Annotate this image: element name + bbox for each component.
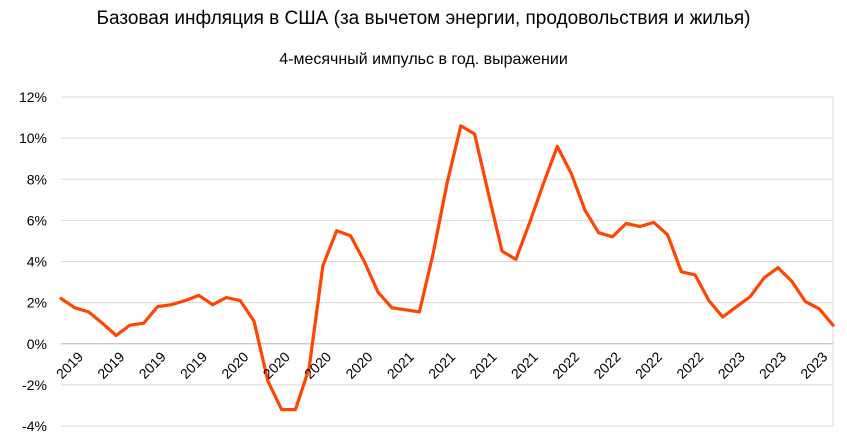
x-tick-label: 2020 — [301, 348, 334, 381]
y-tick-label: 6% — [27, 212, 47, 228]
x-tick-label: 2019 — [177, 348, 210, 381]
y-tick-label: 0% — [27, 336, 47, 352]
x-tick-label: 2019 — [94, 348, 127, 381]
x-tick-label: 2023 — [756, 348, 789, 381]
y-tick-label: 4% — [27, 254, 47, 270]
y-axis-ticks: -4% -2% 0% 2% 4% 6% 8% 10% 12% — [19, 89, 47, 434]
x-tick-label: 2021 — [425, 348, 458, 381]
x-tick-label: 2022 — [673, 348, 706, 381]
x-tick-label: 2019 — [53, 348, 86, 381]
x-tick-label: 2022 — [549, 348, 582, 381]
y-tick-label: 8% — [27, 171, 47, 187]
chart-subtitle: 4-месячный импульс в год. выражении — [279, 51, 568, 68]
x-tick-label: 2022 — [632, 348, 665, 381]
x-tick-label: 2021 — [384, 348, 417, 381]
x-tick-label: 2023 — [715, 348, 748, 381]
x-tick-label: 2020 — [260, 348, 293, 381]
series-line — [59, 124, 835, 412]
y-tick-label: 2% — [27, 295, 47, 311]
grid-layer — [61, 96, 834, 427]
x-tick-label: 2023 — [797, 348, 830, 381]
y-tick-label: -2% — [22, 377, 47, 393]
series-layer — [59, 124, 835, 412]
x-tick-label: 2021 — [466, 348, 499, 381]
y-tick-label: -4% — [22, 418, 47, 434]
y-tick-label: 12% — [19, 89, 47, 105]
x-tick-label: 2020 — [218, 348, 251, 381]
x-tick-label: 2022 — [590, 348, 623, 381]
x-tick-label: 2021 — [508, 348, 541, 381]
chart-title: Базовая инфляция в США (за вычетом энерг… — [96, 8, 751, 29]
y-tick-label: 10% — [19, 130, 47, 146]
x-tick-label: 2020 — [342, 348, 375, 381]
x-axis-ticks: 2019 2019 2019 2019 2020 2020 2020 2020 2021 2021… — [53, 348, 831, 381]
x-tick-label: 2019 — [136, 348, 169, 381]
